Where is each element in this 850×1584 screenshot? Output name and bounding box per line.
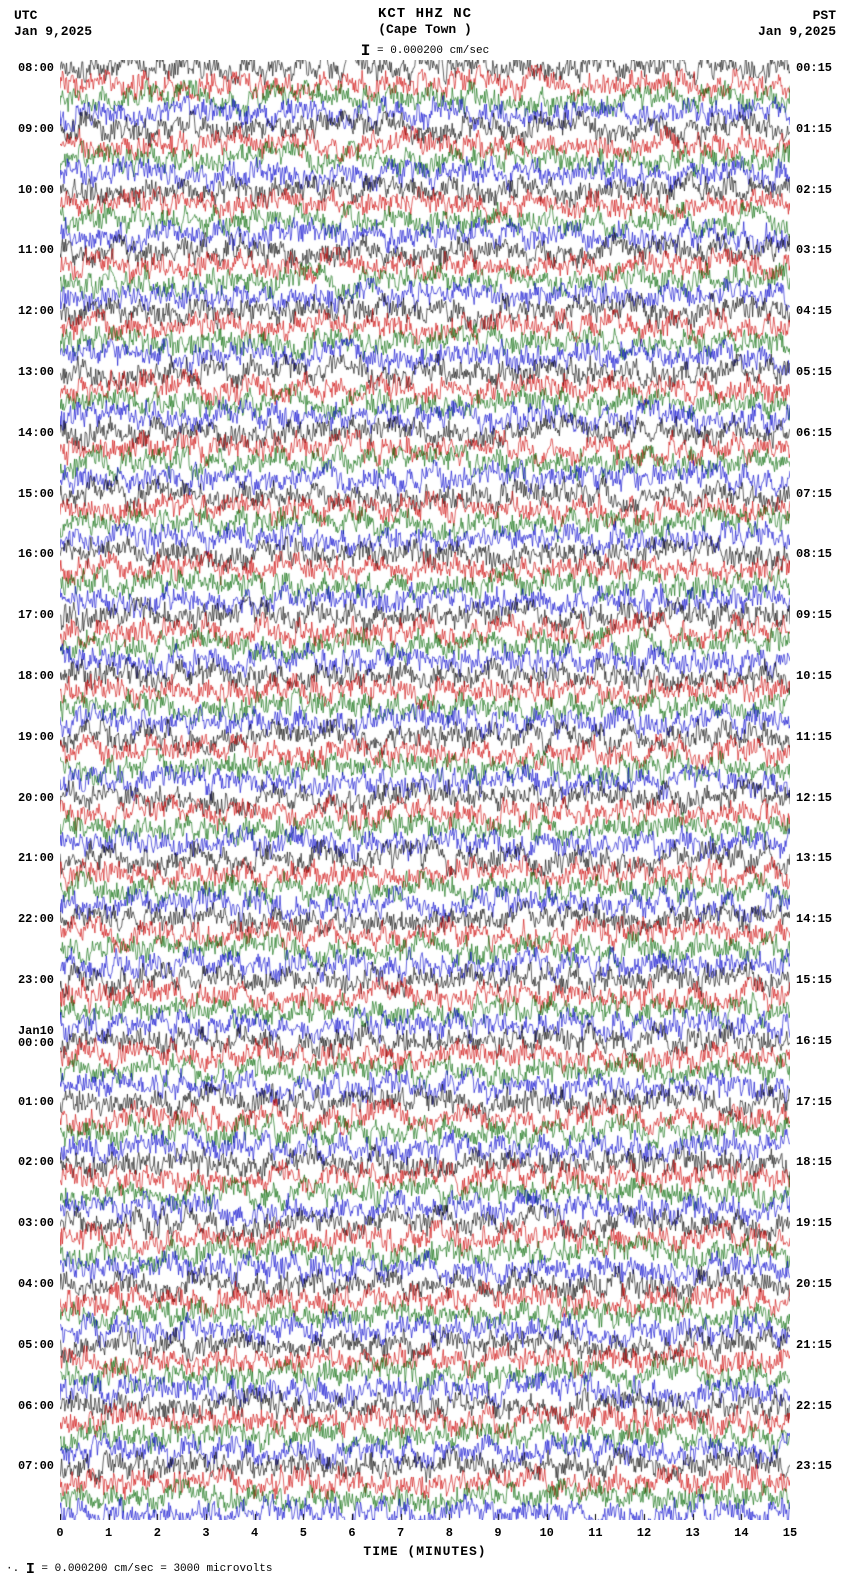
utc-time-label: 05:00 bbox=[18, 1339, 54, 1351]
pst-time-label: 00:15 bbox=[796, 62, 832, 74]
pst-time-label: 05:15 bbox=[796, 366, 832, 378]
x-tick-label: 2 bbox=[154, 1526, 161, 1540]
station-title: KCT HHZ NC bbox=[0, 6, 850, 22]
x-tick-label: 4 bbox=[251, 1526, 258, 1540]
utc-time-label: 02:00 bbox=[18, 1156, 54, 1168]
pst-time-label: 11:15 bbox=[796, 731, 832, 743]
x-tick-label: 12 bbox=[637, 1526, 651, 1540]
pst-time-label: 23:15 bbox=[796, 1460, 832, 1472]
pst-time-label: 07:15 bbox=[796, 488, 832, 500]
pst-time-label: 21:15 bbox=[796, 1339, 832, 1351]
scale-text: = 0.000200 cm/sec bbox=[370, 45, 489, 57]
utc-time-label: 16:00 bbox=[18, 548, 54, 560]
utc-time-label: 23:00 bbox=[18, 974, 54, 986]
scale-bar-icon: I bbox=[361, 42, 371, 60]
utc-time-label: 14:00 bbox=[18, 427, 54, 439]
x-tick-label: 5 bbox=[300, 1526, 307, 1540]
x-tick-label: 1 bbox=[105, 1526, 112, 1540]
utc-time-label: 03:00 bbox=[18, 1217, 54, 1229]
header: UTC Jan 9,2025 PST Jan 9,2025 KCT HHZ NC… bbox=[0, 4, 850, 64]
utc-time-label: 17:00 bbox=[18, 609, 54, 621]
utc-time-label: 11:00 bbox=[18, 244, 54, 256]
utc-time-label: 09:00 bbox=[18, 123, 54, 135]
utc-time-label: 21:00 bbox=[18, 852, 54, 864]
pst-time-axis: 00:15 01:15 02:15 03:15 04:15 05:15 06:15 07:15… bbox=[792, 60, 850, 1520]
x-tick-label: 15 bbox=[783, 1526, 797, 1540]
footer-caption: ·. I = 0.000200 cm/sec = 3000 microvolts bbox=[6, 1561, 272, 1578]
helicorder-plot bbox=[60, 60, 790, 1520]
utc-time-label: 18:00 bbox=[18, 670, 54, 682]
utc-time-label: 10:00 bbox=[18, 184, 54, 196]
pst-time-label: 08:15 bbox=[796, 548, 832, 560]
seismogram-canvas bbox=[60, 60, 790, 1520]
x-tick-label: 14 bbox=[734, 1526, 748, 1540]
x-tick-label: 0 bbox=[56, 1526, 63, 1540]
utc-time-label: 01:00 bbox=[18, 1096, 54, 1108]
x-tick-label: 10 bbox=[539, 1526, 553, 1540]
x-tick-label: 7 bbox=[397, 1526, 404, 1540]
x-tick-label: 11 bbox=[588, 1526, 602, 1540]
utc-time-label: 06:00 bbox=[18, 1400, 54, 1412]
footer-bar-icon: I bbox=[26, 1561, 35, 1578]
pst-time-label: 22:15 bbox=[796, 1400, 832, 1412]
utc-time-label: 07:00 bbox=[18, 1460, 54, 1472]
pst-time-label: 03:15 bbox=[796, 244, 832, 256]
utc-time-label: 13:00 bbox=[18, 366, 54, 378]
footer-text: = 0.000200 cm/sec = 3000 microvolts bbox=[35, 1563, 273, 1575]
pst-time-label: 04:15 bbox=[796, 305, 832, 317]
utc-time-label: 04:00 bbox=[18, 1278, 54, 1290]
pst-time-label: 01:15 bbox=[796, 123, 832, 135]
pst-time-label: 17:15 bbox=[796, 1096, 832, 1108]
pst-time-label: 15:15 bbox=[796, 974, 832, 986]
pst-time-label: 18:15 bbox=[796, 1156, 832, 1168]
pst-time-label: 12:15 bbox=[796, 792, 832, 804]
utc-time-label: 15:00 bbox=[18, 488, 54, 500]
pst-time-label: 02:15 bbox=[796, 184, 832, 196]
x-axis-label: TIME (MINUTES) bbox=[60, 1544, 790, 1559]
pst-time-label: 06:15 bbox=[796, 427, 832, 439]
pst-time-label: 20:15 bbox=[796, 1278, 832, 1290]
pst-time-label: 14:15 bbox=[796, 913, 832, 925]
utc-time-label: 08:00 bbox=[18, 62, 54, 74]
location-subtitle: (Cape Town ) bbox=[0, 22, 850, 37]
utc-time-label: 12:00 bbox=[18, 305, 54, 317]
pst-time-label: 16:15 bbox=[796, 1035, 832, 1047]
x-tick-label: 13 bbox=[685, 1526, 699, 1540]
pst-time-label: 19:15 bbox=[796, 1217, 832, 1229]
utc-time-label: 22:00 bbox=[18, 913, 54, 925]
x-axis: TIME (MINUTES) 0123456789101112131415 bbox=[60, 1522, 790, 1562]
footer-prefix: ·. bbox=[6, 1563, 19, 1575]
x-tick-label: 6 bbox=[348, 1526, 355, 1540]
x-tick-label: 9 bbox=[494, 1526, 501, 1540]
x-tick-label: 8 bbox=[446, 1526, 453, 1540]
utc-time-axis: 08:00 09:00 10:00 11:00 12:00 13:00 14:00 15:00… bbox=[0, 60, 58, 1520]
helicorder-figure: UTC Jan 9,2025 PST Jan 9,2025 KCT HHZ NC… bbox=[0, 0, 850, 1584]
utc-time-label: 20:00 bbox=[18, 792, 54, 804]
x-tick-label: 3 bbox=[202, 1526, 209, 1540]
utc-time-label: 19:00 bbox=[18, 731, 54, 743]
pst-time-label: 09:15 bbox=[796, 609, 832, 621]
utc-time-label: Jan10 00:00 bbox=[18, 1025, 54, 1049]
scale-caption: I = 0.000200 cm/sec bbox=[0, 42, 850, 60]
pst-time-label: 13:15 bbox=[796, 852, 832, 864]
pst-time-label: 10:15 bbox=[796, 670, 832, 682]
